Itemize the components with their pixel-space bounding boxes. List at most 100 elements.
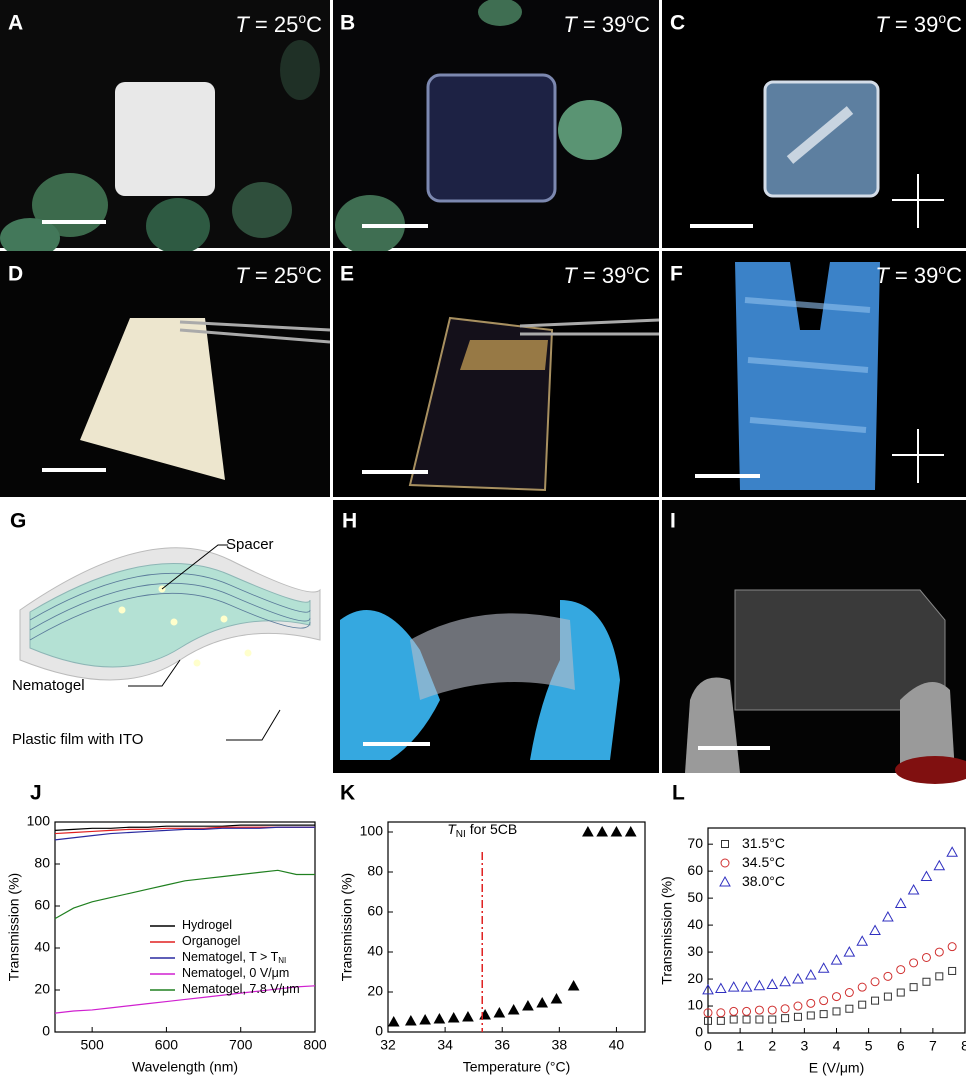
- temperature-part: = 39: [895, 263, 938, 288]
- legend-name: Organogel: [182, 934, 240, 948]
- point: [883, 992, 892, 1001]
- point: [948, 966, 957, 975]
- y-tick-label: 10: [687, 997, 703, 1013]
- point: [462, 1010, 474, 1022]
- point: [729, 1006, 739, 1016]
- legend-label: Nematogel, 7.8 V/μm: [182, 982, 300, 996]
- x-tick-label: 2: [768, 1038, 776, 1054]
- y-tick-label: 80: [34, 855, 50, 871]
- chart-title: K: [340, 782, 355, 805]
- x-tick-label: 700: [229, 1037, 253, 1053]
- temperature-part: T: [563, 12, 578, 37]
- temperature-part: C: [634, 12, 650, 37]
- x-tick-label: 5: [865, 1038, 873, 1054]
- point: [804, 968, 817, 980]
- point: [729, 1015, 738, 1024]
- point: [819, 996, 829, 1006]
- y-tick-label: 60: [367, 903, 383, 919]
- point: [755, 1015, 764, 1024]
- point: [387, 1015, 400, 1027]
- temperature-label: T = 25oC: [235, 10, 322, 37]
- point: [793, 1012, 802, 1021]
- temperature-part: C: [306, 12, 322, 37]
- y-tick-label: 70: [687, 835, 703, 851]
- point: [703, 1008, 713, 1018]
- point: [550, 992, 563, 1004]
- panel-label: E: [340, 263, 354, 286]
- point: [935, 972, 944, 981]
- point: [522, 999, 534, 1011]
- point: [792, 973, 804, 984]
- point: [896, 965, 906, 975]
- point: [844, 988, 854, 998]
- point: [536, 996, 549, 1008]
- point: [946, 846, 958, 857]
- x-tick-label: 3: [800, 1038, 808, 1054]
- y-tick-label: 20: [367, 983, 383, 999]
- chart: J 500 600 700 800 0 20 40 60 80 100 Wavelength (nm)…: [6, 782, 327, 1075]
- temperature-part: C: [946, 263, 962, 288]
- legend-name: 31.5°C: [742, 835, 785, 851]
- point: [869, 924, 881, 935]
- y-tick-label: 40: [687, 916, 703, 932]
- y-tick-label: 20: [34, 981, 50, 997]
- panel-label: C: [670, 12, 685, 35]
- point: [753, 979, 766, 991]
- temperature-part: T: [235, 263, 250, 288]
- temperature-label: T = 39oC: [563, 261, 650, 288]
- x-tick-label: 0: [704, 1038, 712, 1054]
- point: [858, 1000, 867, 1009]
- point: [766, 978, 779, 989]
- legend-subscript: NI: [278, 956, 286, 965]
- chart: K 32 34 36 38 40 0 20 40 60 80 100 Temperature (°C) T…: [339, 782, 646, 1075]
- x-tick-label: 32: [380, 1037, 396, 1053]
- photos: [0, 0, 966, 784]
- point: [433, 1012, 446, 1024]
- temperature-part: o: [938, 10, 946, 26]
- plot-frame: [54, 821, 316, 1033]
- point: [779, 975, 791, 987]
- y-tick-label: 20: [687, 970, 703, 986]
- legend-label: 34.5°C: [742, 854, 785, 870]
- temperature-label: T = 39oC: [875, 10, 962, 37]
- y-tick-label: 0: [42, 1023, 50, 1039]
- line-series: [54, 826, 315, 841]
- temperature-part: T: [875, 12, 890, 37]
- line-series: [54, 985, 316, 1014]
- temperature-part: C: [634, 263, 650, 288]
- y-tick-label: 100: [360, 823, 384, 839]
- point: [507, 1003, 520, 1015]
- point: [781, 1014, 790, 1023]
- legend-swatch: [720, 858, 730, 868]
- y-tick-label: 40: [367, 943, 383, 959]
- y-axis-label: Transmission (%): [6, 873, 22, 981]
- point: [447, 1011, 460, 1023]
- diagram-label: Nematogel: [12, 677, 85, 694]
- point: [909, 958, 919, 968]
- point: [754, 1005, 764, 1015]
- annotation: TNI for 5CB: [447, 821, 517, 840]
- temperature-part: T: [235, 12, 250, 37]
- point: [830, 954, 843, 965]
- y-tick-label: 60: [34, 897, 50, 913]
- temperature-part: = 39: [583, 263, 626, 288]
- x-tick-label: 36: [494, 1037, 510, 1053]
- temperature-label: T = 39oC: [875, 261, 962, 288]
- legend-name: 34.5°C: [742, 854, 785, 870]
- point: [702, 983, 714, 995]
- legend-swatch: [719, 875, 731, 887]
- legend-name: Hydrogel: [182, 918, 232, 932]
- point: [909, 983, 918, 992]
- point: [624, 825, 637, 837]
- legend-label: Nematogel, T > TNI: [182, 950, 286, 965]
- temperature-part: T: [563, 263, 578, 288]
- temperature-part: o: [298, 261, 306, 277]
- point: [715, 982, 727, 993]
- point: [819, 1010, 828, 1019]
- legend-name: Nematogel, 0 V/μm: [182, 966, 289, 980]
- point: [907, 884, 920, 895]
- temperature-part: = 25: [255, 12, 298, 37]
- point: [742, 1006, 752, 1016]
- chart-title: J: [30, 782, 42, 805]
